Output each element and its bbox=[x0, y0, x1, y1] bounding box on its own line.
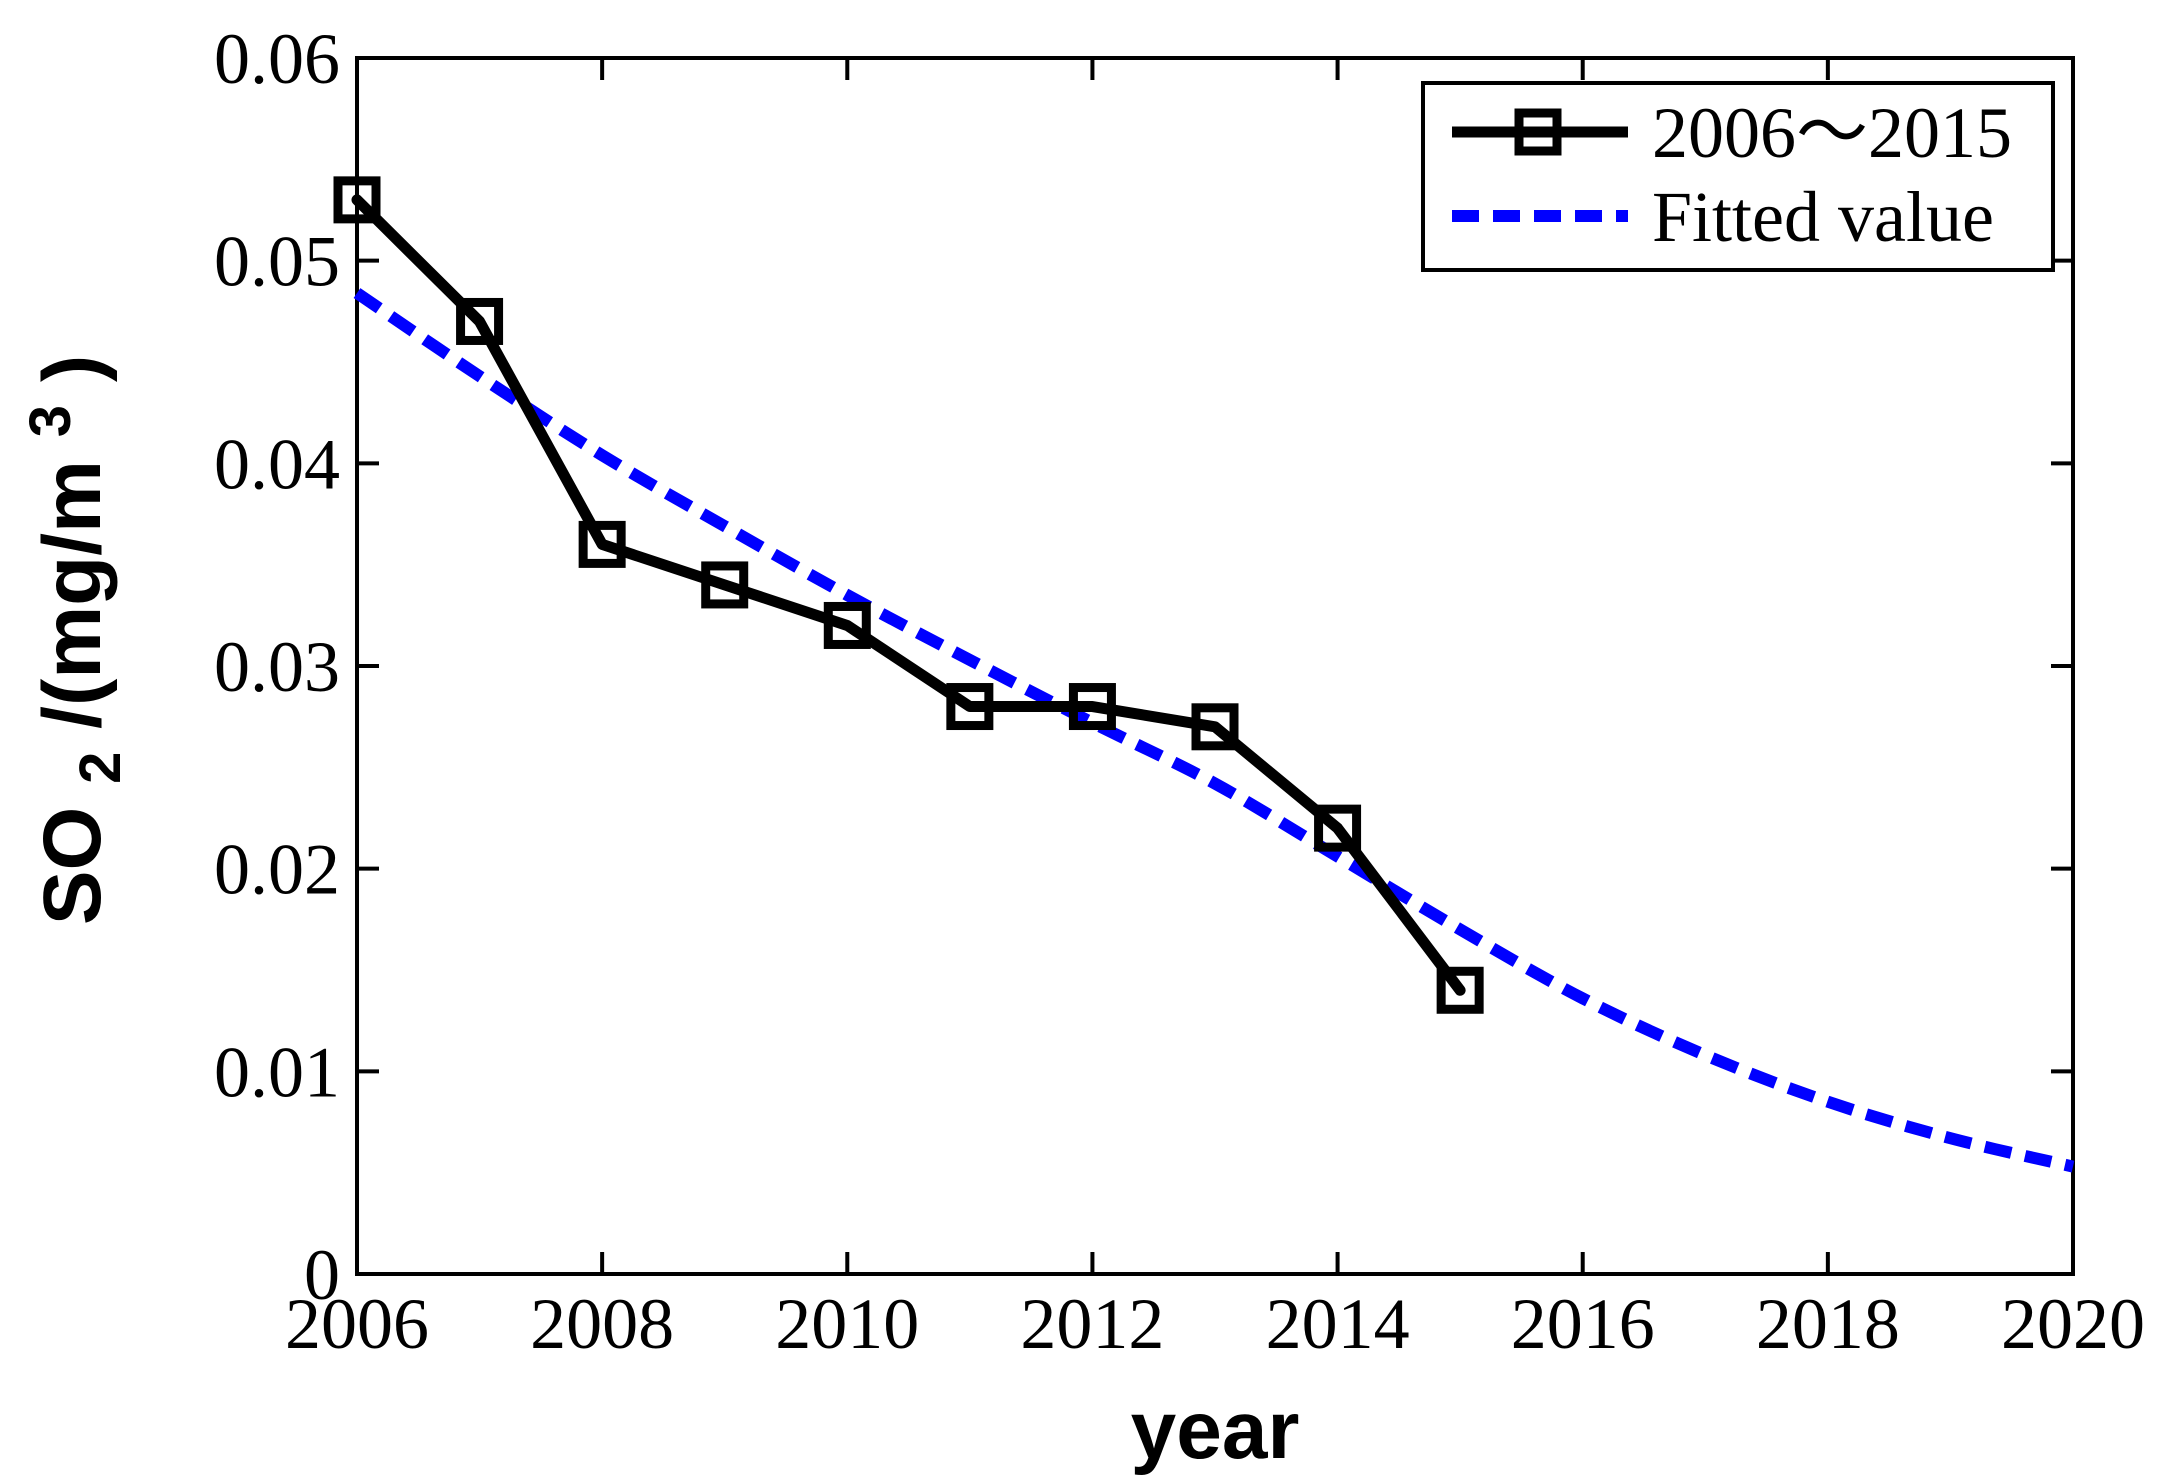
y-axis-label: SO 2 /(mg/m 3 ) bbox=[0, 355, 138, 925]
y-tick-label: 0.04 bbox=[214, 424, 340, 504]
y-axis-label-end: ) bbox=[27, 355, 118, 382]
y-tick-label: 0 bbox=[304, 1235, 340, 1315]
data-point-square-marker bbox=[701, 561, 749, 609]
y-axis-label-subscript: 2 bbox=[68, 752, 133, 784]
y-tick-label: 0.05 bbox=[214, 222, 340, 302]
data-point-square-marker bbox=[333, 176, 381, 224]
y-tick-label: 0.06 bbox=[214, 19, 340, 99]
x-tick-label: 2014 bbox=[1266, 1284, 1410, 1364]
fitted-value-dashed-line bbox=[353, 288, 2075, 1173]
x-tick-label: 2012 bbox=[1020, 1284, 1164, 1364]
data-point-square-marker bbox=[823, 601, 871, 649]
y-axis-label-base: SO bbox=[27, 807, 118, 925]
legend-label-fitted: Fitted value bbox=[1652, 177, 1994, 257]
axis-ticks bbox=[355, 56, 2075, 1276]
y-axis-label-mid: /(mg/m bbox=[27, 460, 118, 729]
data-point-square-marker bbox=[1191, 703, 1239, 751]
legend: 2006～2015 Fitted value bbox=[1421, 81, 2055, 272]
data-point-square-marker bbox=[578, 520, 626, 568]
y-tick-label: 0.02 bbox=[214, 830, 340, 910]
so2-series-line bbox=[351, 194, 1466, 996]
y-axis-label-superscript: 3 bbox=[18, 405, 83, 437]
x-tick-label: 2006 bbox=[285, 1284, 429, 1364]
axis-tick-labels: 2006 2008 2010 2012 2014 2016 2018 2020 0 0.01 0.0… bbox=[214, 19, 2145, 1364]
data-series bbox=[333, 176, 2075, 1173]
x-tick-label: 2020 bbox=[2001, 1284, 2145, 1364]
data-point-square-marker bbox=[1068, 683, 1116, 731]
y-tick-label: 0.03 bbox=[214, 627, 340, 707]
x-axis-label: year bbox=[1131, 1385, 1300, 1476]
data-point-square-marker bbox=[1314, 804, 1362, 852]
y-tick-label: 0.01 bbox=[214, 1032, 340, 1112]
data-point-square-marker bbox=[456, 297, 504, 345]
data-point-square-marker bbox=[946, 683, 994, 731]
data-point-square-marker bbox=[1436, 966, 1484, 1014]
x-tick-label: 2018 bbox=[1756, 1284, 1900, 1364]
legend-label-series: 2006～2015 bbox=[1652, 93, 2012, 173]
x-tick-label: 2010 bbox=[775, 1284, 919, 1364]
x-tick-label: 2016 bbox=[1511, 1284, 1655, 1364]
legend-square-marker-icon bbox=[1514, 108, 1562, 156]
x-tick-label: 2008 bbox=[530, 1284, 674, 1364]
